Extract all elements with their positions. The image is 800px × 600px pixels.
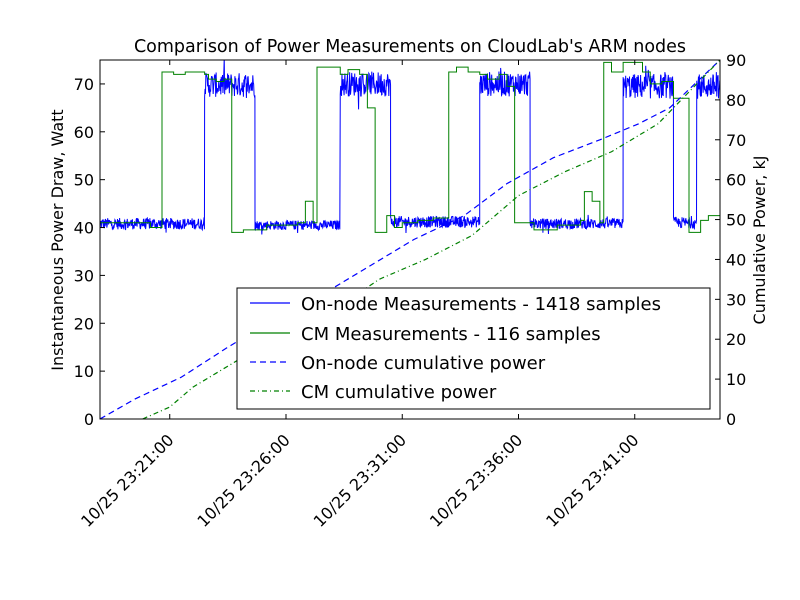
left-axis-tick-label: 50: [74, 171, 94, 190]
right-axis-tick-label: 80: [726, 91, 746, 110]
right-axis-tick-label: 30: [726, 290, 746, 309]
right-axis-tick-label: 50: [726, 211, 746, 230]
x-axis-tick-label: 10/25 23:36:00: [426, 430, 526, 530]
right-axis-tick-label: 20: [726, 330, 746, 349]
left-axis-tick-label: 60: [74, 123, 94, 142]
plot-frame: [99, 59, 721, 420]
legend-label-cm: CM Measurements - 116 samples: [301, 324, 601, 345]
series-cm-cumulative-line: [142, 60, 720, 419]
legend-label-cm-cumulative: CM cumulative power: [301, 382, 497, 403]
chart-title: Comparison of Power Measurements on Clou…: [134, 37, 686, 57]
left-axis-tick-label: 10: [74, 362, 94, 381]
left-axis-tick-label: 0: [84, 410, 94, 429]
right-axis-tick-label: 10: [726, 370, 746, 389]
series-cm-step-line: [100, 61, 720, 233]
legend-label-on-node: On-node Measurements - 1418 samples: [301, 294, 661, 315]
x-axis-tick-label: 10/25 23:26:00: [193, 430, 293, 530]
plot-area: [100, 60, 720, 419]
series-on-node-cumulative-line: [100, 60, 720, 419]
left-axis: 0 10 20 30 40 50 60 70: [74, 75, 105, 429]
right-axis-tick-label: 0: [726, 410, 736, 429]
right-axis-tick-label: 60: [726, 171, 746, 190]
right-axis-tick-label: 40: [726, 250, 746, 269]
left-axis-tick-label: 40: [74, 219, 94, 238]
right-axis: 0 10 20 30 40 50 60 70 80 90: [715, 51, 746, 429]
x-axis-tick-label: 10/25 23:41:00: [542, 430, 642, 530]
legend: On-node Measurements - 1418 samples CM M…: [236, 287, 711, 410]
right-axis-label: Cumulative Power, kJ: [750, 156, 769, 325]
x-axis-tick-label: 10/25 23:21:00: [77, 430, 177, 530]
legend-label-on-node-cumulative: On-node cumulative power: [301, 353, 546, 374]
right-axis-tick-label: 90: [726, 51, 746, 70]
left-axis-label: Instantaneous Power Draw, Watt: [48, 109, 67, 370]
left-axis-tick-label: 30: [74, 266, 94, 285]
left-axis-tick-label: 20: [74, 314, 94, 333]
legend-box: [236, 287, 711, 410]
x-axis-tick-label: 10/25 23:31:00: [310, 430, 410, 530]
series-on-node-line: [100, 60, 720, 235]
left-axis-tick-label: 70: [74, 75, 94, 94]
right-axis-tick-label: 70: [726, 131, 746, 150]
